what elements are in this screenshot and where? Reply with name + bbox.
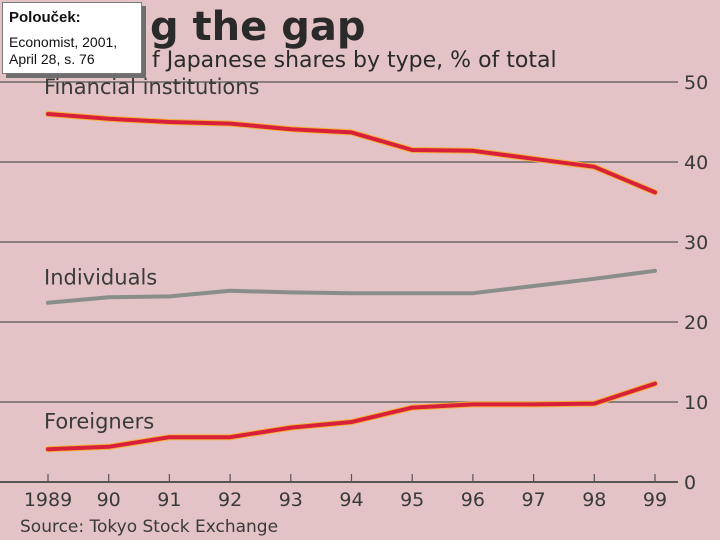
data-point bbox=[107, 295, 111, 299]
y-tick-label: 0 bbox=[684, 472, 696, 494]
x-tick-label: 90 bbox=[97, 489, 121, 511]
chart-subtitle: f Japanese shares by type, % of total bbox=[152, 48, 557, 73]
series-label: Financial institutions bbox=[44, 75, 260, 99]
data-point bbox=[350, 291, 353, 295]
data-point bbox=[653, 190, 657, 194]
data-point bbox=[410, 291, 414, 295]
data-point bbox=[592, 277, 596, 281]
data-point bbox=[289, 127, 293, 131]
data-point bbox=[410, 148, 414, 152]
data-point bbox=[471, 402, 475, 406]
data-point bbox=[350, 420, 353, 424]
data-point bbox=[289, 426, 293, 430]
citation-note: Polouček: Economist, 2001, April 28, s. … bbox=[2, 2, 142, 74]
series-line bbox=[46, 112, 657, 195]
x-tick-label: 93 bbox=[279, 489, 303, 511]
data-point bbox=[532, 284, 536, 288]
data-point bbox=[167, 120, 171, 124]
data-point bbox=[471, 149, 475, 153]
data-point bbox=[228, 289, 232, 293]
data-point bbox=[228, 122, 232, 126]
data-point bbox=[167, 435, 171, 439]
data-point bbox=[46, 447, 50, 451]
series-label: Individuals bbox=[44, 265, 157, 289]
data-point bbox=[592, 165, 596, 169]
y-tick-label: 20 bbox=[684, 312, 708, 334]
note-line-1: Economist, 2001, bbox=[9, 34, 118, 50]
data-point bbox=[289, 290, 293, 294]
y-tick-label: 10 bbox=[684, 392, 708, 414]
data-point bbox=[167, 294, 171, 298]
source-note: Source: Tokyo Stock Exchange bbox=[20, 517, 278, 537]
data-point bbox=[107, 117, 111, 121]
y-tick-label: 50 bbox=[684, 72, 708, 94]
series-lines bbox=[45, 111, 658, 453]
data-point bbox=[653, 382, 657, 386]
x-tick-label: 94 bbox=[339, 489, 363, 511]
y-tick-label: 40 bbox=[684, 152, 708, 174]
data-point bbox=[532, 402, 536, 406]
x-tick-label: 1989 bbox=[24, 489, 72, 511]
series-labels: Financial institutions Individuals Foreign… bbox=[44, 75, 260, 433]
data-point bbox=[46, 112, 50, 116]
data-point bbox=[653, 269, 657, 273]
data-point bbox=[410, 406, 414, 410]
x-tick-label: 97 bbox=[522, 489, 546, 511]
data-point bbox=[532, 157, 536, 161]
note-line-2: April 28, s. 76 bbox=[9, 51, 95, 67]
y-tick-label: 30 bbox=[684, 232, 708, 254]
data-point bbox=[592, 402, 596, 406]
note-title: Polouček: bbox=[9, 9, 81, 26]
data-point bbox=[471, 291, 475, 295]
series-label: Foreigners bbox=[44, 409, 154, 433]
data-point bbox=[46, 301, 50, 305]
chart-title: g the gap bbox=[150, 4, 365, 50]
x-tick-label: 91 bbox=[157, 489, 181, 511]
x-tick-label: 92 bbox=[218, 489, 242, 511]
data-point bbox=[350, 130, 353, 134]
data-point bbox=[107, 445, 111, 449]
series-line-glow bbox=[45, 111, 658, 196]
data-point bbox=[228, 435, 232, 439]
gridlines bbox=[0, 81, 678, 483]
x-tick-label: 95 bbox=[400, 489, 424, 511]
axis-ticks: 0 10 20 30 40 50 1989 90 91 92 93 94 95 96 97 98 99 bbox=[24, 72, 708, 511]
x-tick-label: 96 bbox=[461, 489, 485, 511]
x-tick-label: 99 bbox=[643, 489, 667, 511]
x-tick-label: 98 bbox=[582, 489, 606, 511]
